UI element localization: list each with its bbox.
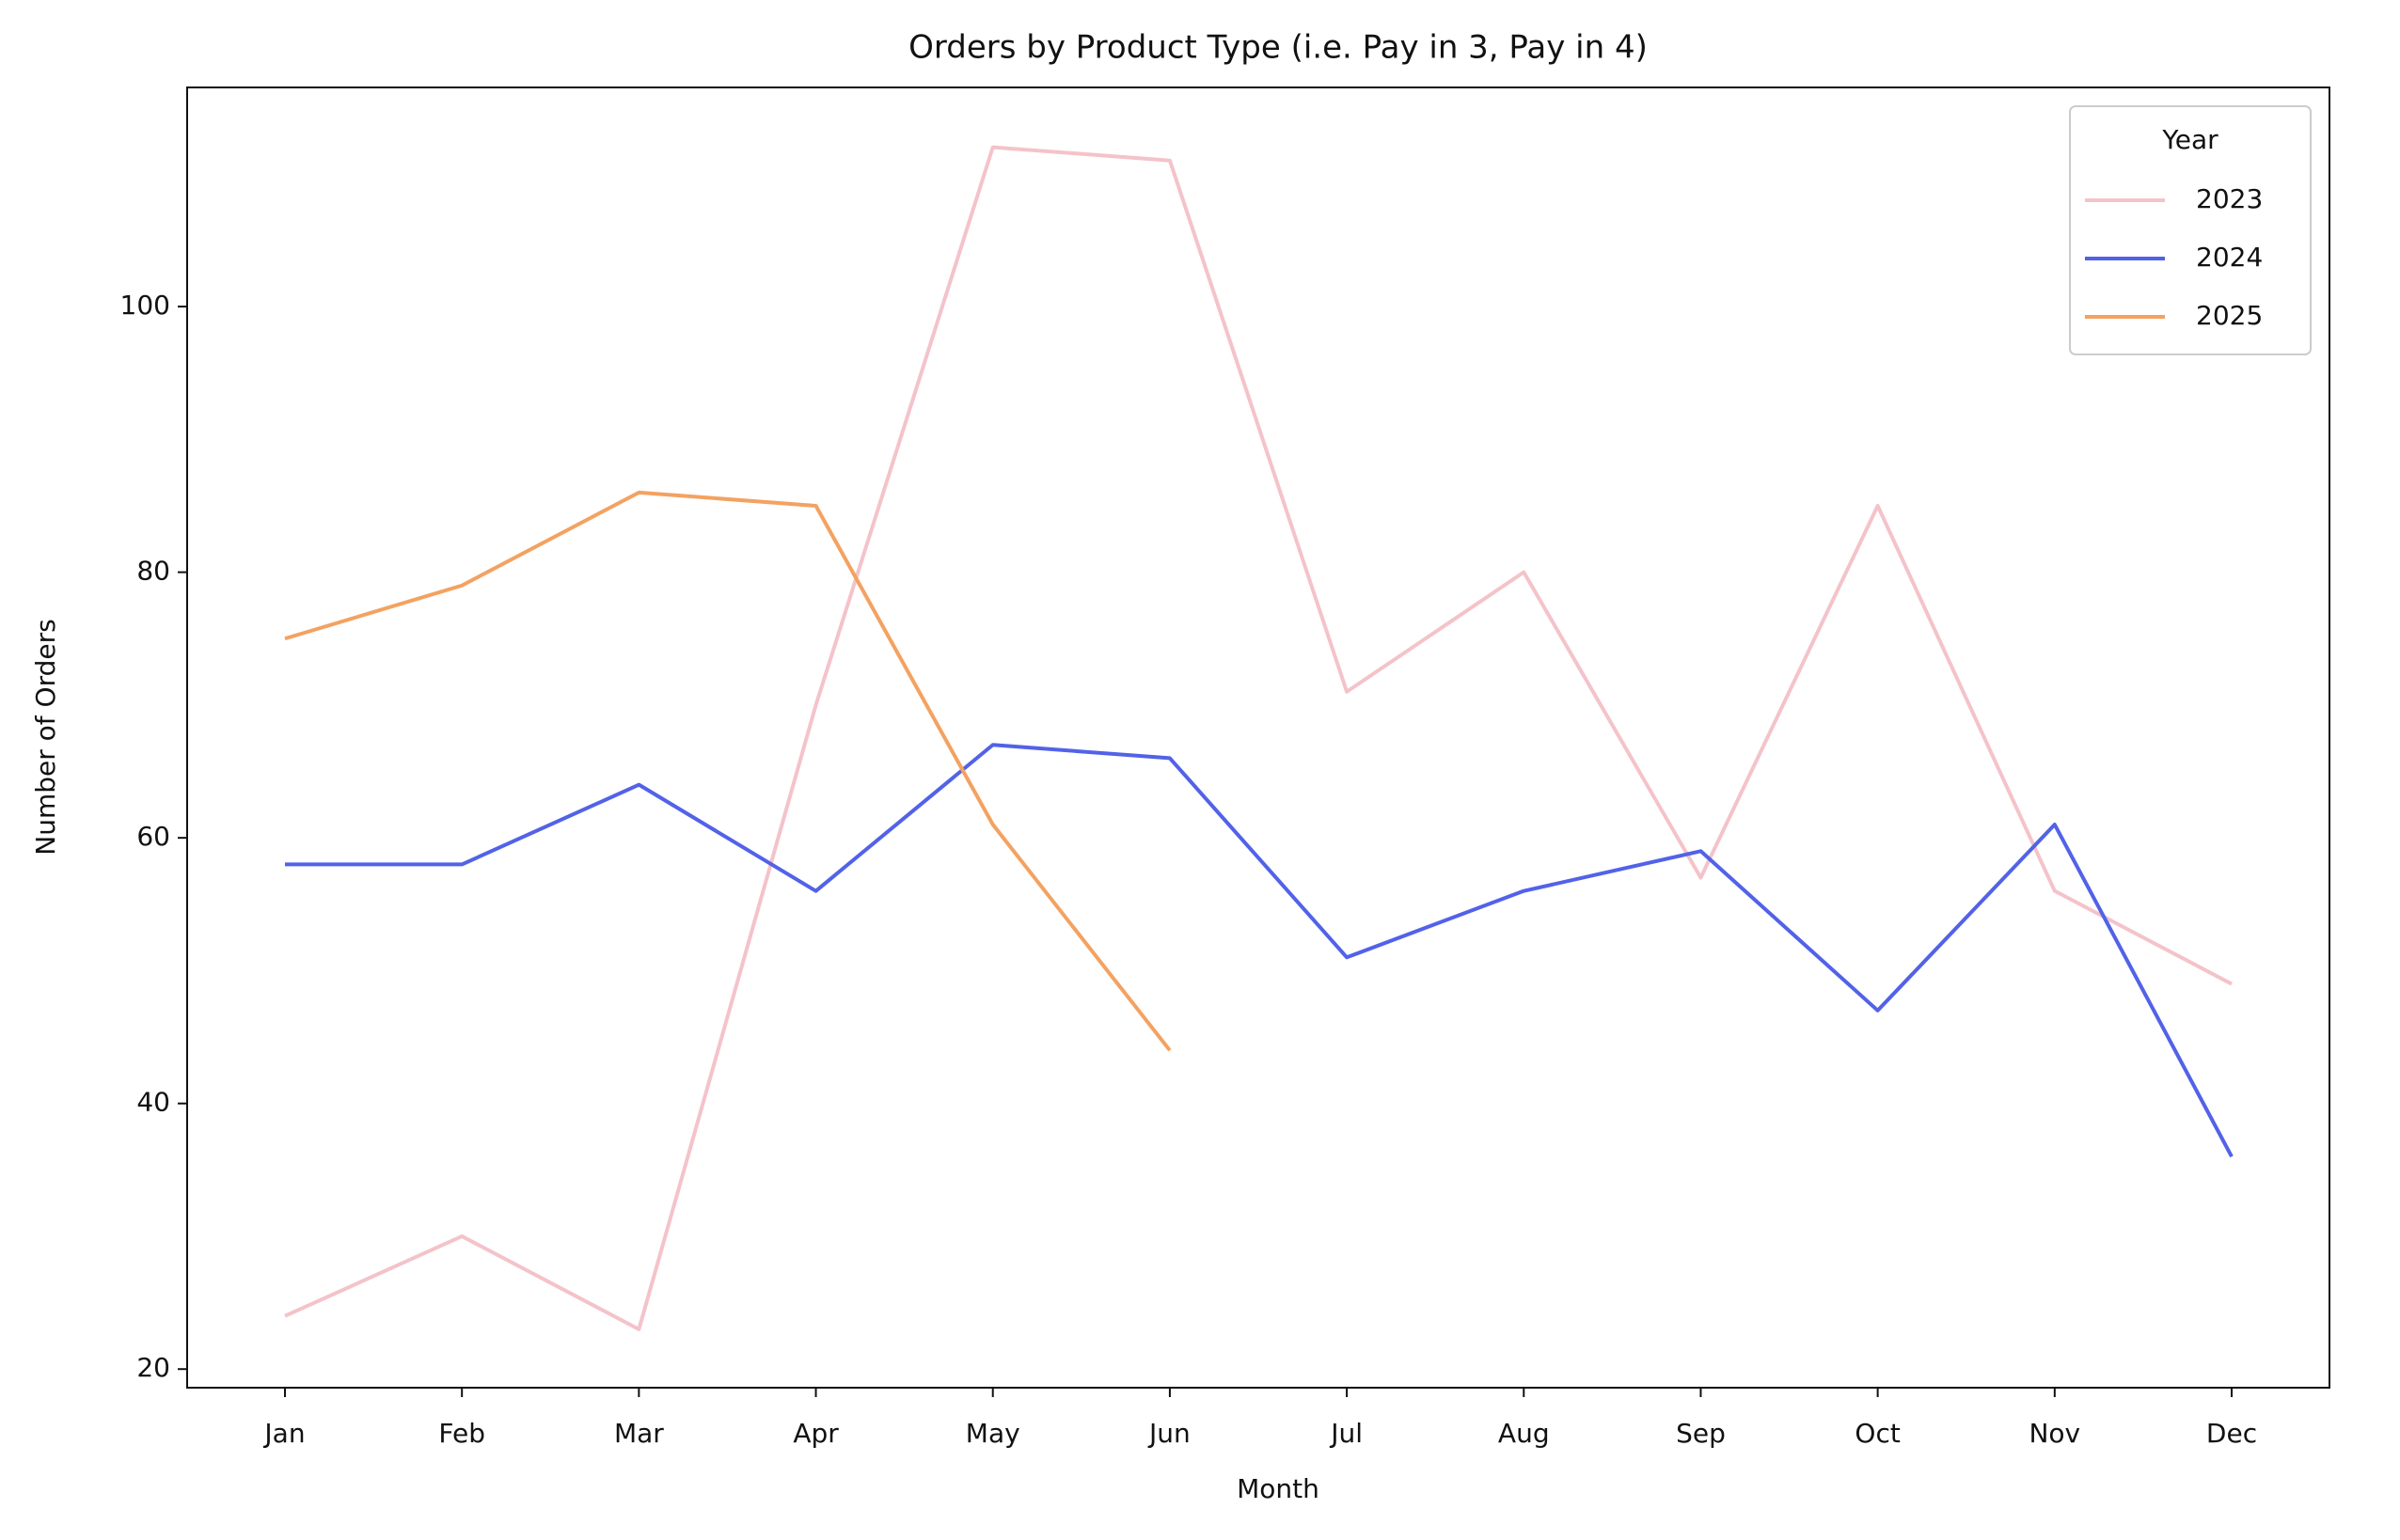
legend-label: 2024 xyxy=(2196,242,2263,273)
x-tick-label: Apr xyxy=(793,1418,839,1449)
x-tick-label: Jul xyxy=(1329,1418,1363,1449)
x-tick-label: Dec xyxy=(2206,1418,2257,1449)
x-tick-label: Oct xyxy=(1855,1418,1900,1449)
y-tick-label: 40 xyxy=(136,1087,170,1118)
y-tick-label: 20 xyxy=(136,1352,170,1383)
x-tick-label: Jan xyxy=(262,1418,305,1449)
legend-label: 2025 xyxy=(2196,300,2263,331)
x-tick-label: Feb xyxy=(438,1418,485,1449)
y-axis-label: Number of Orders xyxy=(30,619,61,855)
y-tick-label: 80 xyxy=(136,556,170,587)
y-tick-label: 100 xyxy=(120,290,170,321)
legend-title: Year xyxy=(2161,124,2218,155)
legend-label: 2023 xyxy=(2196,183,2263,214)
chart-title: Orders by Product Type (i.e. Pay in 3, P… xyxy=(908,29,1648,67)
plot-frame xyxy=(186,86,2330,1389)
x-tick-label: Nov xyxy=(2029,1418,2080,1449)
x-tick-label: Aug xyxy=(1498,1418,1550,1449)
x-tick-label: Mar xyxy=(614,1418,664,1449)
series-line xyxy=(285,743,2234,1158)
legend-box xyxy=(2069,105,2312,355)
x-tick-label: Jun xyxy=(1147,1418,1191,1449)
x-tick-label: Sep xyxy=(1676,1418,1726,1449)
y-tick-label: 60 xyxy=(136,821,170,852)
x-axis-label: Month xyxy=(1237,1473,1319,1504)
series-line xyxy=(284,145,2233,1331)
series-line xyxy=(284,490,1172,1052)
x-tick-label: May xyxy=(966,1418,1020,1449)
